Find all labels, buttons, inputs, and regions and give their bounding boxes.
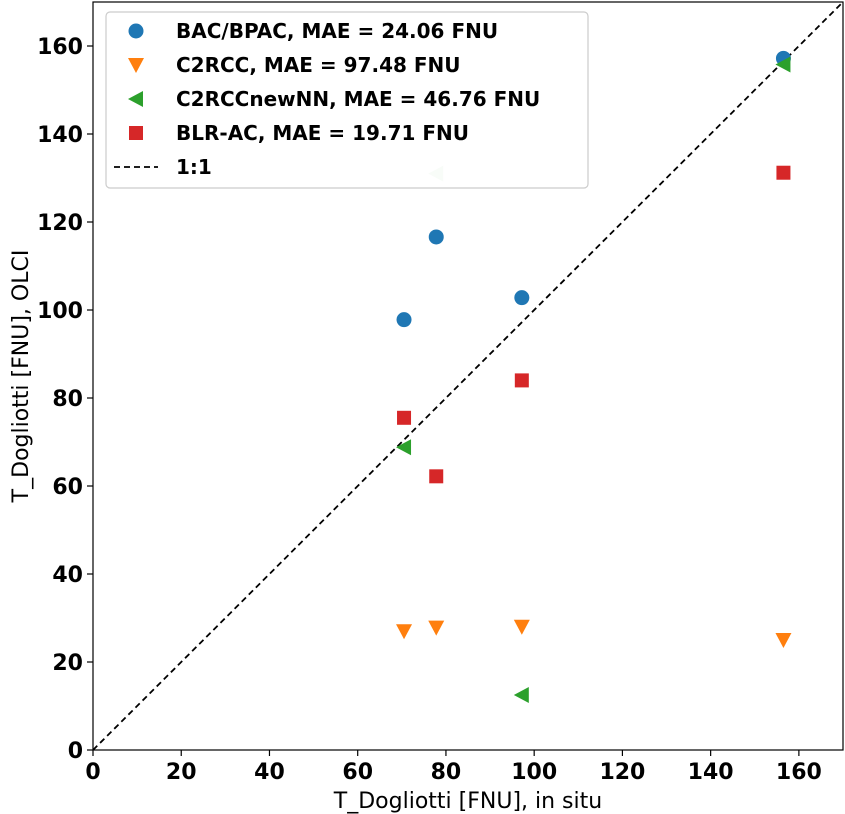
data-point-series-3-3: [776, 165, 791, 180]
y-tick-label: 0: [68, 739, 83, 764]
x-axis-title: T_Dogliotti [FNU], in situ: [333, 789, 602, 814]
x-tick-label: 160: [776, 760, 822, 785]
plot-area: [92, 1, 844, 751]
x-tick-label: 80: [431, 760, 462, 785]
legend-box: [105, 11, 589, 189]
x-tick-label: 0: [85, 760, 100, 785]
plot-frame: [92, 1, 844, 751]
data-point-series-2-0: [396, 439, 412, 456]
reference-line-layer: [93, 2, 843, 750]
y-tick-label: 80: [52, 387, 83, 412]
y-tick-label: 120: [37, 211, 83, 236]
data-point-series-1-0: [396, 624, 413, 640]
data-point-series-3-2: [514, 373, 529, 388]
legend-label-reference: 1:1: [176, 155, 212, 179]
legend-label-2: C2RCCnewNN, MAE = 46.76 FNU: [176, 87, 540, 111]
data-point-series-3-0: [397, 410, 412, 425]
y-tick-label: 60: [52, 475, 83, 500]
data-point-series-0-2: [514, 290, 530, 306]
x-tick-label: 20: [166, 760, 197, 785]
legend-marker-0: [128, 23, 144, 39]
legend-label-0: BAC/BPAC, MAE = 24.06 FNU: [176, 19, 498, 43]
data-point-series-0-0: [396, 312, 412, 328]
y-axis-title: T_Dogliotti [FNU], OLCI: [9, 250, 34, 504]
data-point-series-0-1: [428, 229, 444, 245]
data-point-series-3-1: [429, 469, 444, 484]
x-tick-label: 120: [599, 760, 645, 785]
x-tick-label: 40: [254, 760, 285, 785]
one-to-one-line: [93, 2, 843, 750]
x-tick-label: 140: [688, 760, 734, 785]
legend-marker-2: [128, 91, 143, 107]
data-point-series-2-2: [513, 687, 529, 703]
legend-label-3: BLR-AC, MAE = 19.71 FNU: [176, 121, 469, 145]
x-axis-ticks: 0 20 40 60 80 100 120 140 160: [85, 750, 822, 785]
data-point-series-2-3: [775, 56, 791, 73]
y-tick-label: 100: [37, 299, 83, 324]
legend-marker-1: [128, 58, 144, 73]
y-tick-label: 20: [52, 651, 83, 676]
y-axis-ticks: 0 20 40 60 80 100 120 140 160: [37, 35, 93, 764]
data-point-series-1-2: [513, 619, 530, 635]
legend: BAC/BPAC, MAE = 24.06 FNU C2RCC, MAE = 97…: [105, 11, 589, 189]
data-point-series-1-1: [428, 620, 445, 636]
y-tick-label: 40: [52, 563, 83, 588]
legend-label-1: C2RCC, MAE = 97.48 FNU: [176, 53, 461, 77]
y-tick-label: 160: [37, 35, 83, 60]
data-point-series-1-3: [775, 633, 792, 648]
x-tick-label: 60: [342, 760, 373, 785]
y-tick-label: 140: [37, 123, 83, 148]
legend-marker-3: [129, 126, 143, 140]
x-tick-label: 100: [511, 760, 557, 785]
